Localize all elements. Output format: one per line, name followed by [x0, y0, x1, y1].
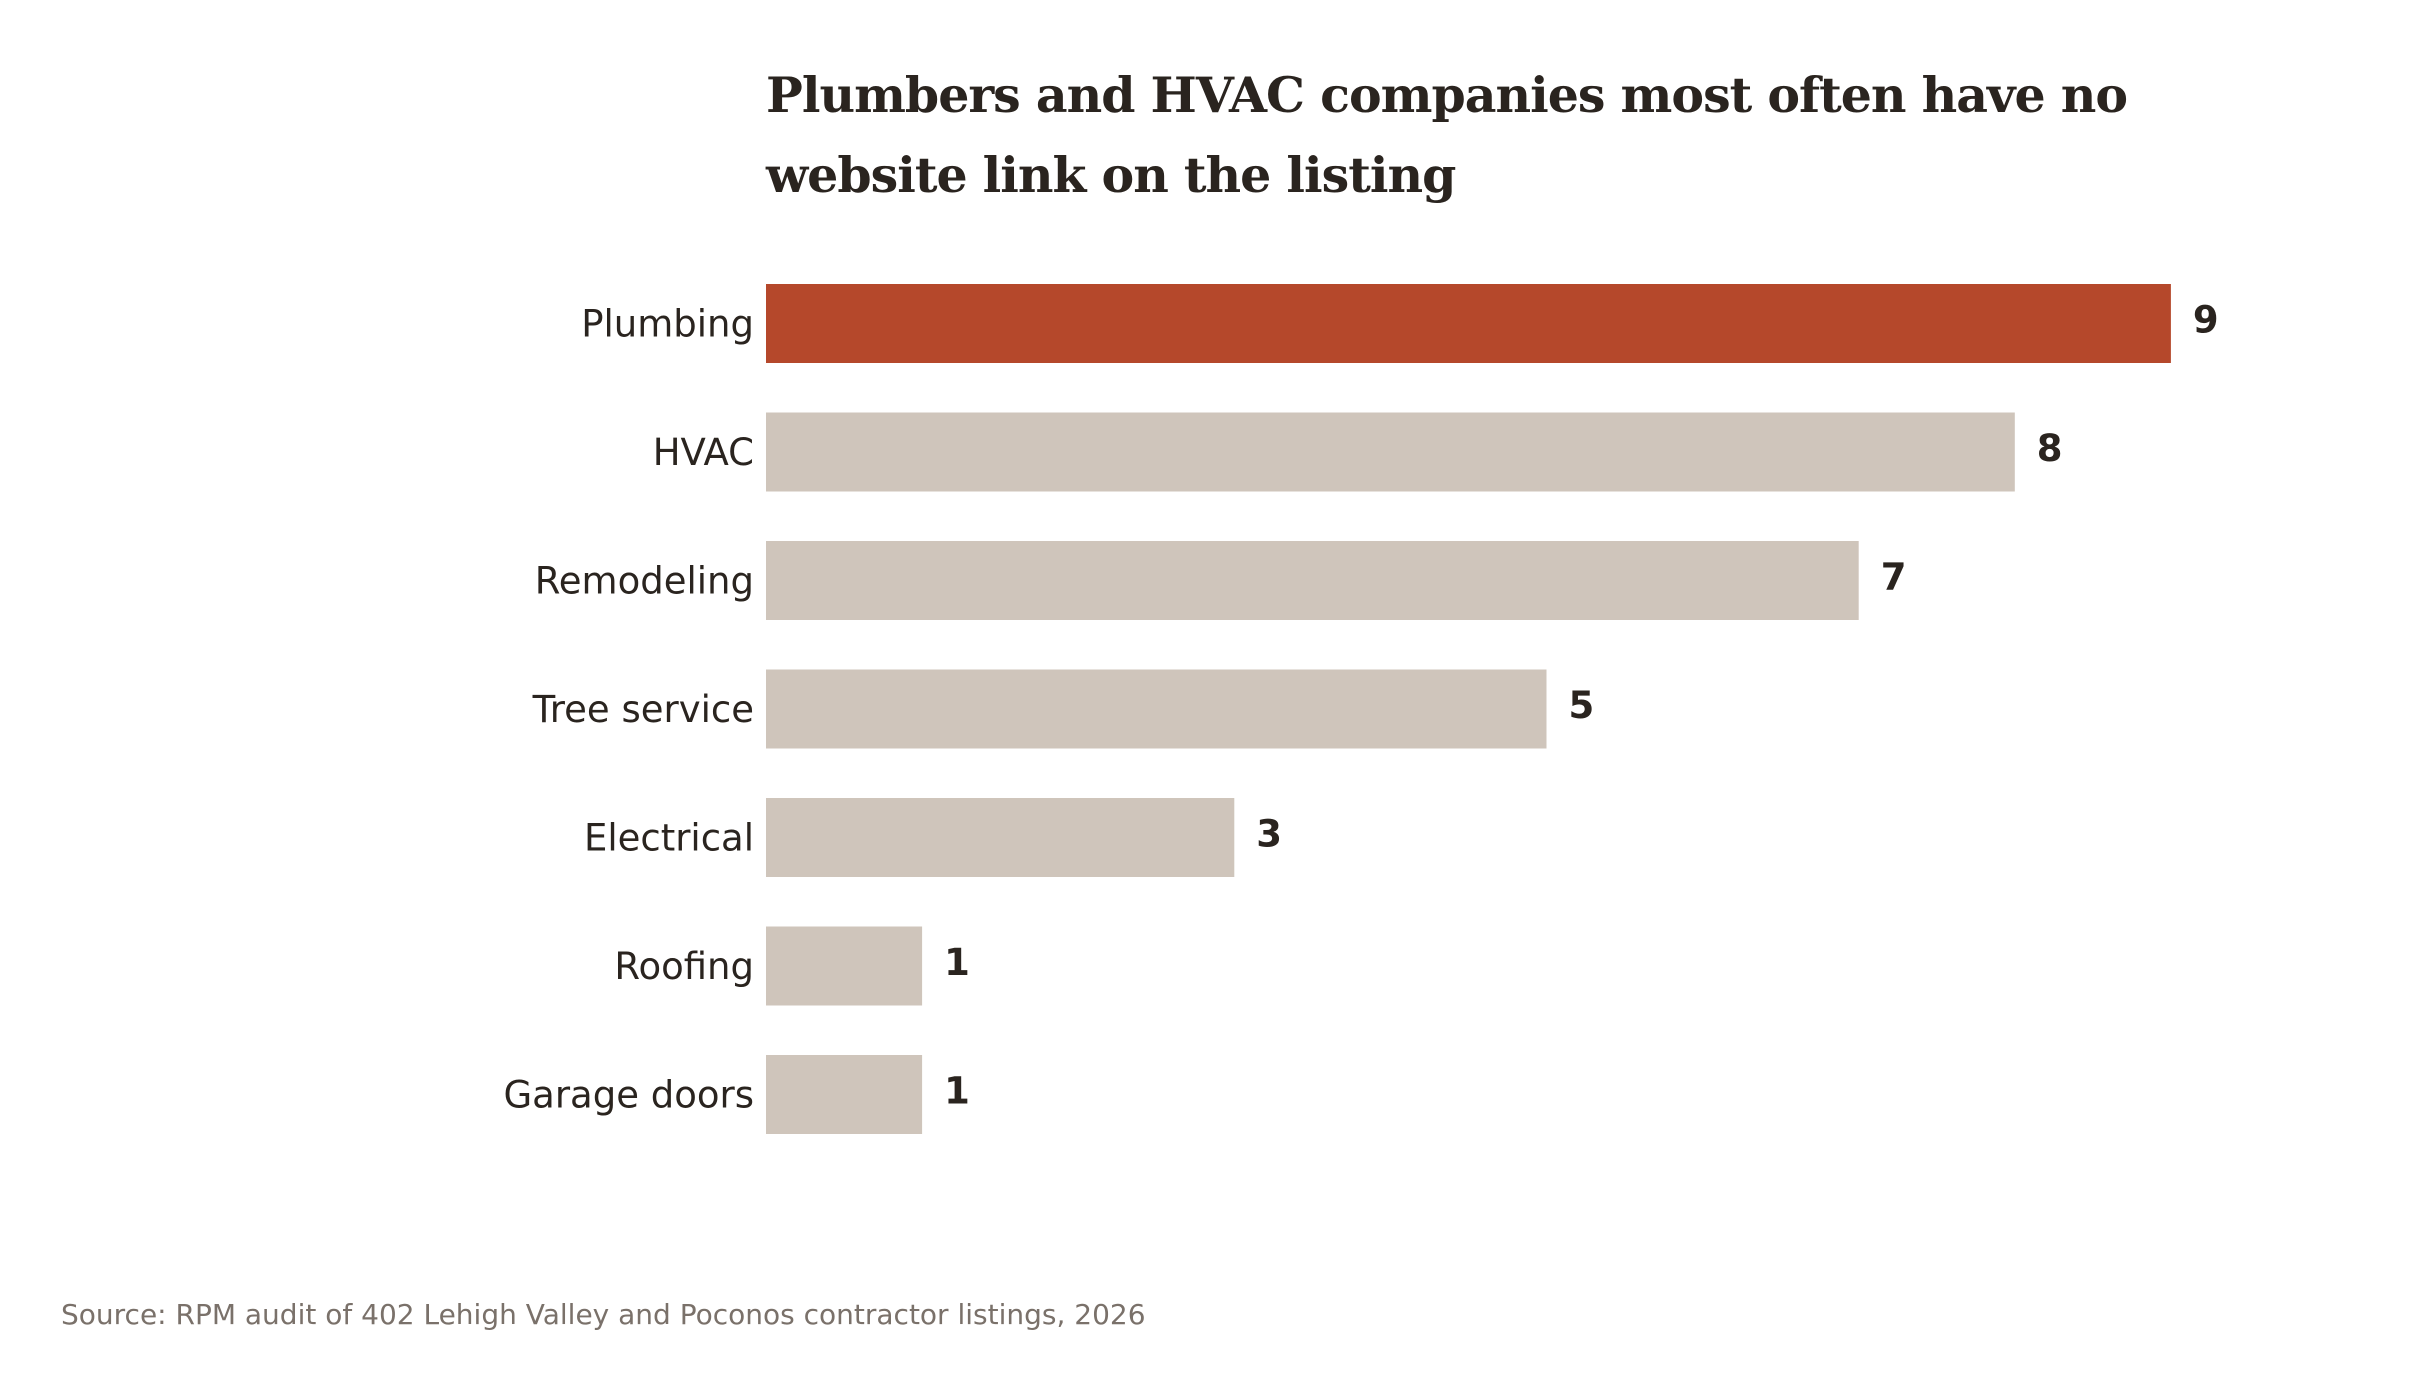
category-label-plumbing: Plumbing — [581, 303, 754, 346]
chart-title-line-1: Plumbers and HVAC companies most often h… — [766, 66, 2127, 124]
category-label-garage-doors: Garage doors — [504, 1074, 755, 1117]
value-label-electrical: 3 — [1256, 813, 1282, 856]
bar-electrical — [766, 798, 1235, 877]
bar-remodeling — [766, 541, 1859, 620]
bar-plumbing — [766, 284, 2171, 363]
category-label-tree-service: Tree service — [532, 688, 754, 731]
category-label-remodeling: Remodeling — [535, 560, 754, 603]
bar-roofing — [766, 926, 923, 1006]
chart-title-line-2: website link on the listing — [765, 146, 1456, 204]
source-note: Source: RPM audit of 402 Lehigh Valley a… — [61, 1298, 1146, 1331]
category-label-electrical: Electrical — [584, 817, 754, 860]
plot-area: Plumbing 9 HVAC 8 Remodeling 7 Tree service 5 El… — [504, 284, 2219, 1134]
value-label-hvac: 8 — [2037, 427, 2063, 470]
category-label-roofing: Roofing — [614, 945, 754, 988]
bar-garage-doors — [766, 1055, 923, 1134]
value-label-plumbing: 9 — [2193, 299, 2219, 342]
value-label-tree-service: 5 — [1569, 684, 1595, 727]
value-label-roofing: 1 — [944, 941, 970, 984]
bar-hvac — [766, 412, 2015, 492]
chart-title: Plumbers and HVAC companies most often h… — [765, 66, 2128, 204]
category-label-hvac: HVAC — [653, 431, 754, 474]
bar-tree-service — [766, 669, 1547, 749]
value-label-garage-doors: 1 — [944, 1070, 970, 1113]
value-label-remodeling: 7 — [1881, 556, 1907, 599]
